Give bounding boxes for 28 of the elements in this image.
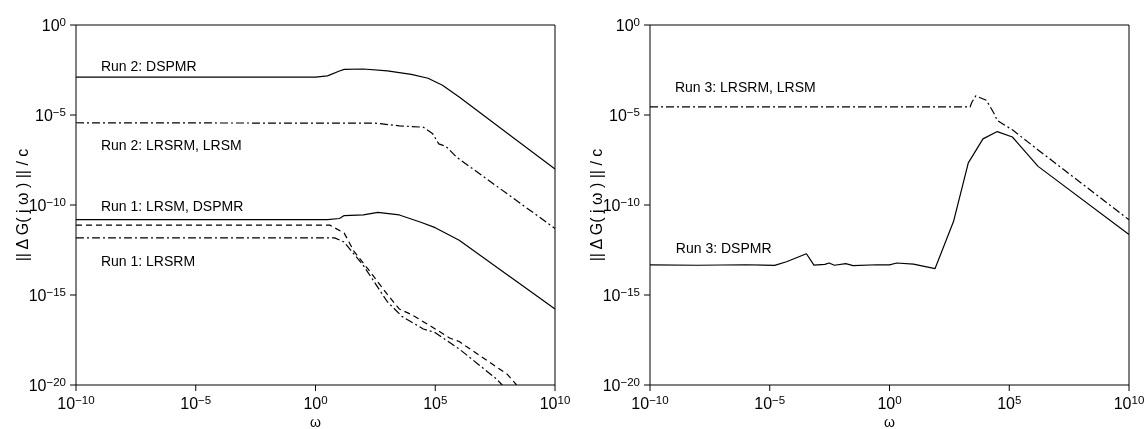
- x-tick-label: 10$^{10}$: [1113, 393, 1145, 412]
- y-tick-label: 10$^{0}$: [41, 15, 66, 34]
- x-tick-label: 10$^{0}$: [877, 393, 902, 412]
- y-axis-title: || Δ G( j ω ) || / c: [13, 148, 31, 262]
- y-tick-label: 10$^{−20}$: [602, 375, 640, 394]
- x-tick-label: 10$^{−5}$: [754, 393, 786, 412]
- annotation: Run 3: DSPMR: [675, 239, 772, 256]
- y-tick-label: 10$^{−15}$: [28, 285, 66, 304]
- y-tick-label: 10$^{−5}$: [609, 105, 640, 124]
- y-tick-label: 10$^{0}$: [615, 15, 640, 34]
- x-axis-title: ω: [310, 414, 322, 429]
- annotation: Run 1: LRSM, DSPMR: [100, 197, 244, 214]
- x-tick-label: 10$^{−10}$: [631, 393, 669, 412]
- x-tick-label: 10$^{−10}$: [57, 393, 95, 412]
- y-tick-label: 10$^{−20}$: [28, 375, 66, 394]
- x-tick-label: 10$^{0}$: [303, 393, 328, 412]
- annotation: Run 2: DSPMR: [100, 57, 197, 74]
- x-tick-label: 10$^{5}$: [423, 393, 448, 412]
- y-tick-label: 10$^{−15}$: [602, 285, 640, 304]
- annotation: Run 1: LRSRM: [100, 252, 196, 269]
- annotation: Run 2: LRSRM, LRSM: [100, 136, 242, 153]
- y-tick-label: 10$^{−5}$: [35, 105, 66, 124]
- y-axis-title: || Δ G( j ω ) || / c: [587, 148, 605, 262]
- x-tick-label: 10$^{−5}$: [180, 393, 212, 412]
- x-tick-label: 10$^{10}$: [539, 393, 571, 412]
- x-tick-label: 10$^{5}$: [997, 393, 1022, 412]
- annotation: Run 3: LRSRM, LRSM: [674, 79, 816, 96]
- x-axis-title: ω: [884, 414, 896, 429]
